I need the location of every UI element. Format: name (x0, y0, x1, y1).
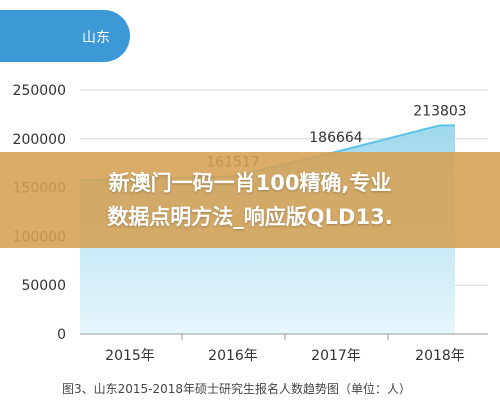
x-tick-label: 2017年 (311, 348, 361, 364)
region-tab: 山东 (0, 10, 130, 62)
y-tick-label: 200000 (13, 132, 66, 148)
x-tick-label: 2015年 (105, 348, 155, 364)
data-label: 186664 (309, 130, 363, 146)
x-tick-label: 2016年 (208, 348, 258, 364)
region-tab-label: 山东 (82, 30, 110, 46)
banner-line-2: 数据点明方法_响应版QLD13. (107, 205, 393, 229)
y-tick-label: 0 (57, 327, 66, 343)
banner-line-1: 新澳门一码一肖100精确,专业 (108, 171, 392, 195)
y-tick-label: 50000 (21, 278, 66, 294)
chart-caption: 图3、山东2015-2018年硕士研究生报名人数趋势图（单位：人） (62, 382, 412, 396)
x-tick-label: 2018年 (415, 348, 465, 364)
promo-banner: 新澳门一码一肖100精确,专业 数据点明方法_响应版QLD13. (0, 152, 500, 248)
y-tick-label: 250000 (13, 83, 66, 99)
data-label: 213803 (413, 103, 466, 119)
